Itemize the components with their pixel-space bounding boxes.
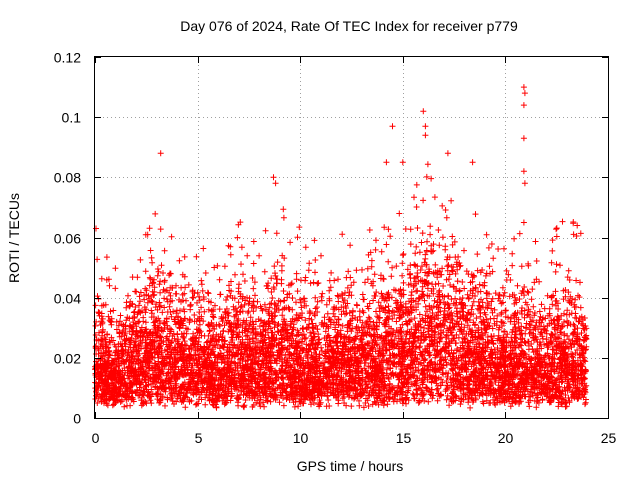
x-tick-label: 25 xyxy=(601,430,617,446)
roti-outlier-point xyxy=(520,168,527,175)
roti-point-cloud xyxy=(92,161,590,411)
y-tick-label: 0.1 xyxy=(62,110,82,126)
chart-title: Day 076 of 2024, Rate Of TEC Index for r… xyxy=(180,18,518,34)
x-tick-label: 10 xyxy=(293,430,309,446)
roti-outlier-point xyxy=(444,150,451,157)
x-tick-label: 5 xyxy=(195,430,203,446)
roti-outlier-point xyxy=(399,159,406,166)
y-axis-label: ROTI / TECUs xyxy=(6,193,22,283)
roti-outlier-point xyxy=(272,180,279,187)
roti-outlier-point xyxy=(93,225,99,232)
roti-outlier-point xyxy=(520,219,527,226)
roti-outlier-point xyxy=(521,90,528,97)
roti-outlier-point xyxy=(574,222,581,229)
x-tick-label: 15 xyxy=(396,430,412,446)
y-tick-label: 0.06 xyxy=(54,231,81,247)
y-tick-label: 0.08 xyxy=(54,170,81,186)
y-tick-label: 0.04 xyxy=(54,291,81,307)
data-points xyxy=(92,84,590,411)
x-axis-label: GPS time / hours xyxy=(297,458,404,474)
roti-outlier-point xyxy=(422,132,429,139)
roti-outlier-point xyxy=(157,150,164,157)
roti-outlier-point xyxy=(520,135,527,142)
x-tick-label: 20 xyxy=(498,430,514,446)
y-tick-label: 0.02 xyxy=(54,351,81,367)
y-tick-label: 0 xyxy=(73,411,81,427)
axis-ticks: 0 5 10 15 20 25 0 0.02 0.04 0.06 0.08 0.1 0.12 xyxy=(54,50,617,447)
roti-outlier-point xyxy=(270,174,277,181)
roti-outlier-point xyxy=(520,102,527,109)
roti-outlier-point xyxy=(521,180,528,187)
roti-outlier-point xyxy=(383,159,390,166)
roti-outlier-point xyxy=(422,123,429,130)
roti-outlier-point xyxy=(520,84,527,91)
roti-outlier-point xyxy=(389,123,396,130)
roti-outlier-point xyxy=(420,108,427,115)
x-tick-label: 0 xyxy=(92,430,100,446)
plot-frame xyxy=(94,56,609,419)
roti-outlier-point xyxy=(469,159,476,166)
y-tick-label: 0.12 xyxy=(54,50,81,66)
